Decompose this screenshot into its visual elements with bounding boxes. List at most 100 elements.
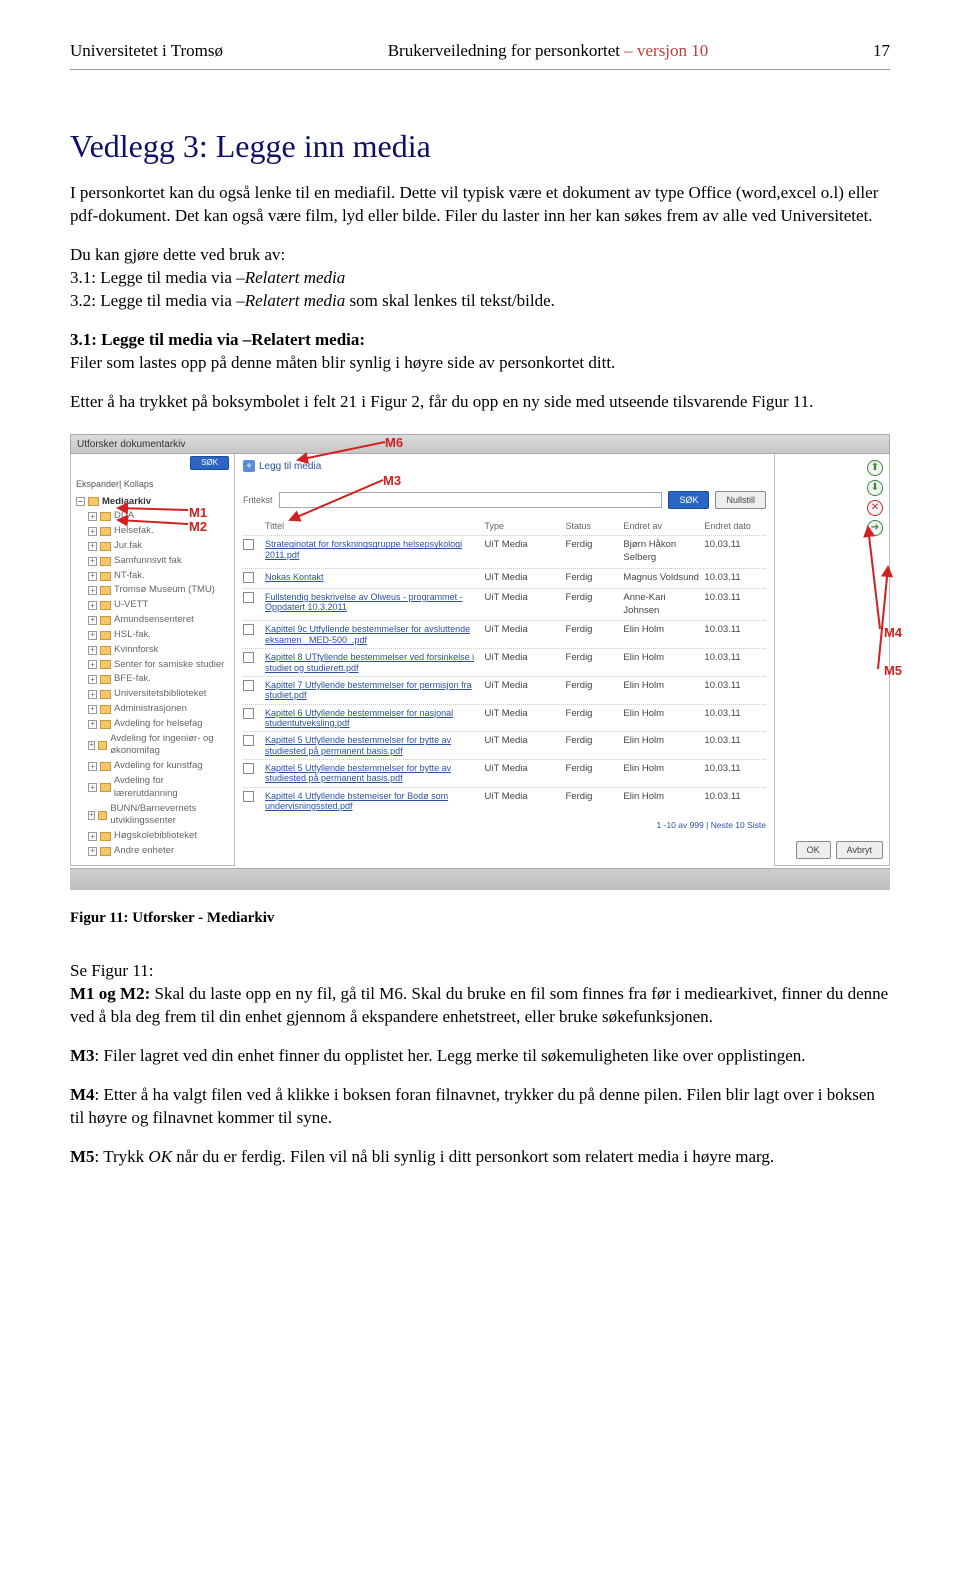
tree-label: Administrasjonen xyxy=(114,703,187,716)
screenshot-title-bar: Utforsker dokumentarkiv xyxy=(70,434,890,454)
cancel-button[interactable]: Avbryt xyxy=(836,841,883,859)
sidebar-tree[interactable]: SØK Ekspander| Kollaps −Mediaarkiv+DUA+H… xyxy=(70,454,235,866)
table-row[interactable]: Kapittel 4 Utfyllende bstemeiser for Bod… xyxy=(243,787,766,815)
folder-icon xyxy=(98,811,107,820)
move-down-icon[interactable]: ⬇ xyxy=(867,480,883,496)
row-checkbox[interactable] xyxy=(243,735,254,746)
row-checkbox[interactable] xyxy=(243,680,254,691)
row-date: 10.03.11 xyxy=(704,592,766,605)
expand-icon[interactable]: + xyxy=(88,720,97,729)
row-title[interactable]: Fullstendig beskrivelse av Olweus - prog… xyxy=(265,592,481,613)
row-title[interactable]: Kapittel 6 Utfyllende bestemmelser for n… xyxy=(265,708,481,729)
tree-item[interactable]: +BUNN/Barnevernets utviklingssenter xyxy=(76,802,229,830)
move-up-icon[interactable]: ⬆ xyxy=(867,460,883,476)
row-checkbox[interactable] xyxy=(243,539,254,550)
tree-item[interactable]: +Senter for samiske studier xyxy=(76,658,229,673)
row-title[interactable]: Nokas Kontakt xyxy=(265,572,481,582)
expand-collapse-controls[interactable]: Ekspander| Kollaps xyxy=(76,478,229,490)
tree-item[interactable]: +Amundsensenteret xyxy=(76,613,229,628)
table-row[interactable]: Kapittel 5 Utfyllende bestemmelser for b… xyxy=(243,731,766,759)
row-title[interactable]: Kapittel 7 Utfyllende bestemmelser for p… xyxy=(265,680,481,701)
row-checkbox[interactable] xyxy=(243,592,254,603)
tree-item[interactable]: + Jur.fak xyxy=(76,539,229,554)
tree-item[interactable]: +U-VETT xyxy=(76,598,229,613)
tree-item[interactable]: + Høgskolebiblioteket xyxy=(76,829,229,844)
tree-item[interactable]: +HSL-fak. xyxy=(76,628,229,643)
row-checkbox[interactable] xyxy=(243,791,254,802)
expand-icon[interactable]: + xyxy=(88,616,97,625)
expand-icon[interactable]: + xyxy=(88,557,97,566)
row-title[interactable]: Kapittel 5 Utfyllende bestemmelser for b… xyxy=(265,763,481,784)
row-type: UiT Media xyxy=(485,572,562,585)
right-panel: ⬆ ⬇ ✕ ➔ OK Avbryt xyxy=(775,454,890,866)
table-row[interactable]: Kapittel 9c Utfyllende bestemmelser for … xyxy=(243,620,766,648)
table-row[interactable]: Nokas KontaktUiT MediaFerdigMagnus Volds… xyxy=(243,568,766,588)
add-icon[interactable]: ➔ xyxy=(867,520,883,536)
table-row[interactable]: Fullstendig beskrivelse av Olweus - prog… xyxy=(243,588,766,621)
expand-icon[interactable]: + xyxy=(88,646,97,655)
tree-item[interactable]: + Administrasjonen xyxy=(76,702,229,717)
expand-icon[interactable]: + xyxy=(88,705,97,714)
tree-label: Jur.fak xyxy=(114,540,142,553)
expand-icon[interactable]: + xyxy=(88,572,97,581)
tree-item[interactable]: +Universitetsbiblioteket xyxy=(76,687,229,702)
row-checkbox[interactable] xyxy=(243,652,254,663)
folder-icon xyxy=(100,542,111,551)
row-checkbox[interactable] xyxy=(243,708,254,719)
main-panel: + Legg til media Fritekst SØK Nullstill … xyxy=(235,454,775,866)
row-author: Magnus Voldsund xyxy=(623,572,700,585)
expand-icon[interactable]: + xyxy=(88,586,97,595)
reset-button[interactable]: Nullstill xyxy=(715,491,766,509)
tree-label: Helsefak. xyxy=(114,525,154,538)
tree-item[interactable]: +Avdeling for kunstfag xyxy=(76,759,229,774)
table-row[interactable]: Kapittel 8 UTfyllende bestemmelser ved f… xyxy=(243,648,766,676)
search-button[interactable]: SØK xyxy=(668,491,709,509)
expand-icon[interactable]: + xyxy=(88,660,97,669)
row-title[interactable]: Kapittel 4 Utfyllende bstemeiser for Bod… xyxy=(265,791,481,812)
annotation-m5: M5 xyxy=(884,662,902,680)
tree-item[interactable]: +Avdeling for ingeniør- og økonomifag xyxy=(76,732,229,760)
expand-icon[interactable]: + xyxy=(88,631,97,640)
expand-icon[interactable]: + xyxy=(88,847,97,856)
tree-item[interactable]: +Samfunnsvit fak xyxy=(76,554,229,569)
fritekst-input[interactable] xyxy=(279,492,663,508)
tree-item[interactable]: +Andre enheter xyxy=(76,844,229,859)
row-checkbox[interactable] xyxy=(243,572,254,583)
expand-icon[interactable]: + xyxy=(88,762,97,771)
pagination[interactable]: 1 -10 av 999 | Neste 10 Siste xyxy=(243,820,766,831)
expand-icon[interactable]: + xyxy=(88,832,97,841)
expand-icon[interactable]: + xyxy=(88,783,97,792)
tree-item[interactable]: +Avdeling for helsefag xyxy=(76,717,229,732)
tree-item[interactable]: +Kvinnforsk xyxy=(76,643,229,658)
expand-icon[interactable]: + xyxy=(88,542,97,551)
tree-item[interactable]: +Tromsø Museum (TMU) xyxy=(76,583,229,598)
tree-item[interactable]: +Avdeling for lærerutdanning xyxy=(76,774,229,802)
expand-icon[interactable]: + xyxy=(88,601,97,610)
expand-icon[interactable]: + xyxy=(88,690,97,699)
expand-icon[interactable]: − xyxy=(76,497,85,506)
ok-button[interactable]: OK xyxy=(796,841,831,859)
row-title[interactable]: Kapittel 5 Utfyllende bestemmelser for b… xyxy=(265,735,481,756)
header-left: Universitetet i Tromsø xyxy=(70,40,223,63)
row-checkbox[interactable] xyxy=(243,763,254,774)
expand-icon[interactable]: + xyxy=(88,512,97,521)
add-media-link[interactable]: + Legg til media xyxy=(243,460,766,474)
row-title[interactable]: Kapittel 8 UTfyllende bestemmelser ved f… xyxy=(265,652,481,673)
row-title[interactable]: Strateginotat for forskningsgruppe helse… xyxy=(265,539,481,560)
expand-icon[interactable]: + xyxy=(88,675,97,684)
expand-icon[interactable]: + xyxy=(88,811,95,820)
tree-label: Høgskolebiblioteket xyxy=(114,830,197,843)
row-status: Ferdig xyxy=(566,624,620,637)
expand-icon[interactable]: + xyxy=(88,741,95,750)
row-checkbox[interactable] xyxy=(243,624,254,635)
remove-icon[interactable]: ✕ xyxy=(867,500,883,516)
table-row[interactable]: Kapittel 7 Utfyllende bestemmelser for p… xyxy=(243,676,766,704)
table-row[interactable]: Strateginotat for forskningsgruppe helse… xyxy=(243,535,766,568)
tree-item[interactable]: +BFE-fak. xyxy=(76,672,229,687)
table-row[interactable]: Kapittel 6 Utfyllende bestemmelser for n… xyxy=(243,704,766,732)
tree-item[interactable]: +NT-fak. xyxy=(76,569,229,584)
table-row[interactable]: Kapittel 5 Utfyllende bestemmelser for b… xyxy=(243,759,766,787)
row-title[interactable]: Kapittel 9c Utfyllende bestemmelser for … xyxy=(265,624,481,645)
expand-icon[interactable]: + xyxy=(88,527,97,536)
sidebar-search-button[interactable]: SØK xyxy=(190,456,229,471)
